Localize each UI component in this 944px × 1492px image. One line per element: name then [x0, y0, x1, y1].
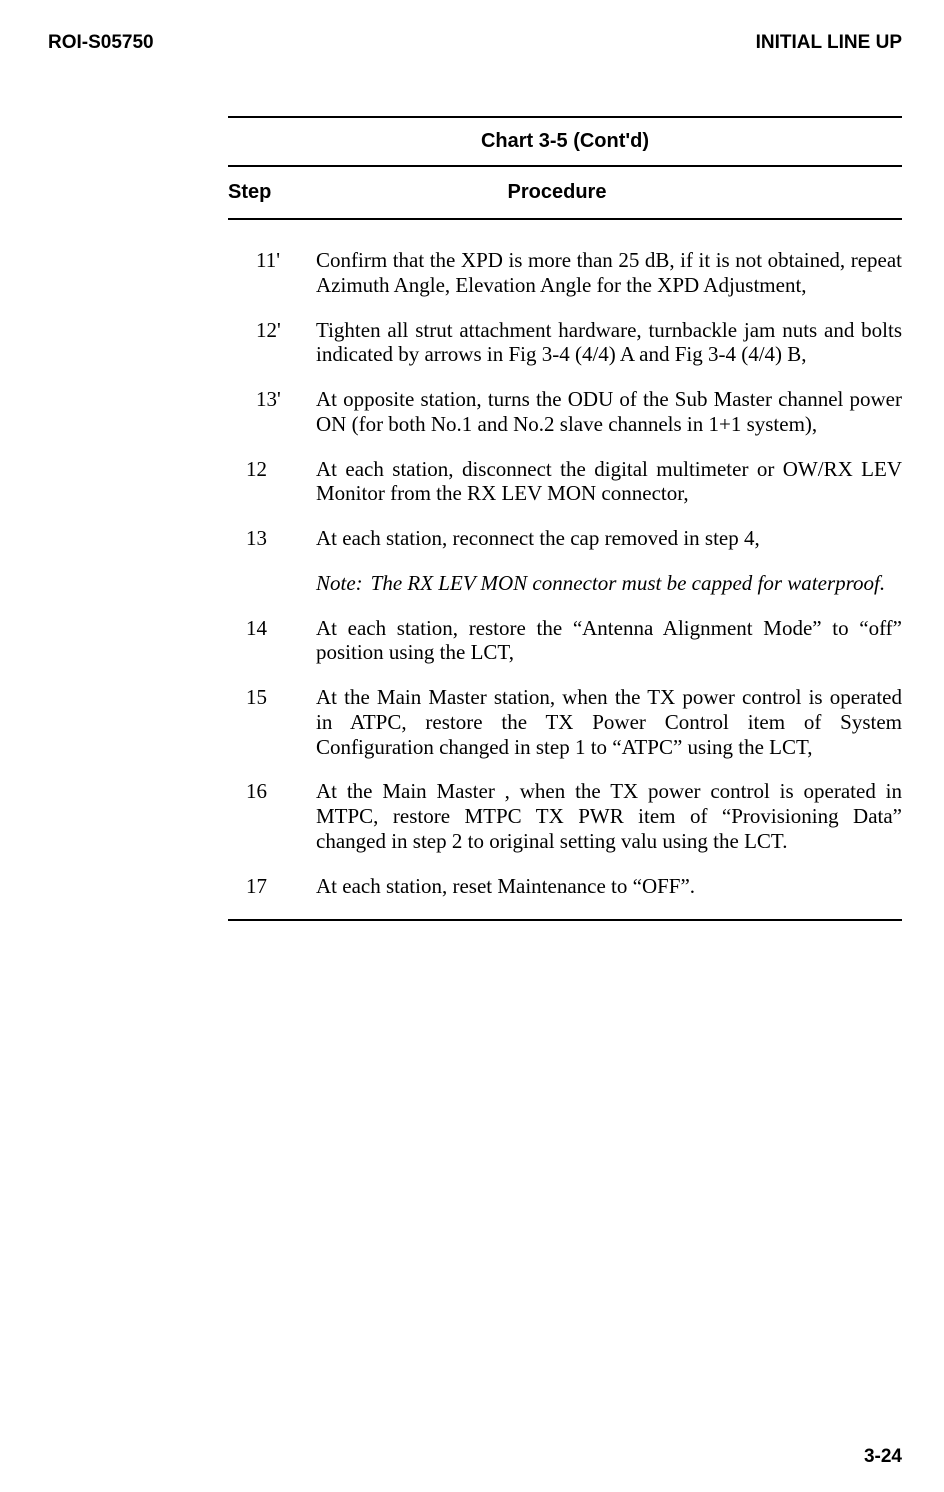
step-text: At each station, reset Maintenance to “O… — [316, 874, 902, 899]
col-procedure-header: Procedure — [292, 181, 902, 204]
step-text: At each station, disconnect the digital … — [316, 457, 902, 507]
table-header: Step Procedure — [228, 181, 902, 204]
step-row: 11' Confirm that the XPD is more than 25… — [228, 248, 902, 298]
step-row: 13 At each station, reconnect the cap re… — [228, 526, 902, 551]
step-number: 11' — [228, 248, 316, 298]
step-text: At the Main Master station, when the TX … — [316, 685, 902, 759]
step-number: 17 — [228, 874, 316, 899]
step-number: 14 — [228, 616, 316, 666]
step-number: 12 — [228, 457, 316, 507]
note-body: The RX LEV MON connector must be capped … — [371, 571, 902, 596]
step-text: At the Main Master , when the TX power c… — [316, 779, 902, 853]
rule-under-header — [228, 218, 902, 220]
step-number: 13 — [228, 526, 316, 551]
note-spacer — [228, 571, 316, 596]
step-number: 16 — [228, 779, 316, 853]
steps-block-1: 11' Confirm that the XPD is more than 25… — [228, 248, 902, 899]
step-row: 15 At the Main Master station, when the … — [228, 685, 902, 759]
step-text: Tighten all strut attachment hardware, t… — [316, 318, 902, 368]
step-row: 16 At the Main Master , when the TX powe… — [228, 779, 902, 853]
step-row: 17 At each station, reset Maintenance to… — [228, 874, 902, 899]
step-row: 12' Tighten all strut attachment hardwar… — [228, 318, 902, 368]
header-right: INITIAL LINE UP — [756, 32, 902, 54]
note-row: Note: The RX LEV MON connector must be c… — [228, 571, 902, 596]
step-number: 15 — [228, 685, 316, 759]
col-step-header: Step — [228, 181, 292, 204]
rule-top — [228, 116, 902, 118]
page-header: ROI-S05750 INITIAL LINE UP — [48, 32, 902, 54]
step-row: 14 At each station, restore the “Antenna… — [228, 616, 902, 666]
step-text: Confirm that the XPD is more than 25 dB,… — [316, 248, 902, 298]
content-area: Chart 3-5 (Cont'd) Step Procedure 11' Co… — [228, 116, 902, 921]
chart-title: Chart 3-5 (Cont'd) — [228, 130, 902, 153]
step-row: 12 At each station, disconnect the digit… — [228, 457, 902, 507]
rule-mid — [228, 165, 902, 167]
note-text: Note: The RX LEV MON connector must be c… — [316, 571, 902, 596]
step-text: At each station, reconnect the cap remov… — [316, 526, 902, 551]
step-number: 12' — [228, 318, 316, 368]
step-row: 13' At opposite station, turns the ODU o… — [228, 387, 902, 437]
step-text: At opposite station, turns the ODU of th… — [316, 387, 902, 437]
rule-bottom — [228, 919, 902, 921]
step-text: At each station, restore the “Antenna Al… — [316, 616, 902, 666]
page: ROI-S05750 INITIAL LINE UP Chart 3-5 (Co… — [0, 0, 944, 1492]
header-left: ROI-S05750 — [48, 32, 154, 54]
step-number: 13' — [228, 387, 316, 437]
note-label: Note: — [316, 571, 371, 596]
page-number: 3-24 — [864, 1446, 902, 1468]
